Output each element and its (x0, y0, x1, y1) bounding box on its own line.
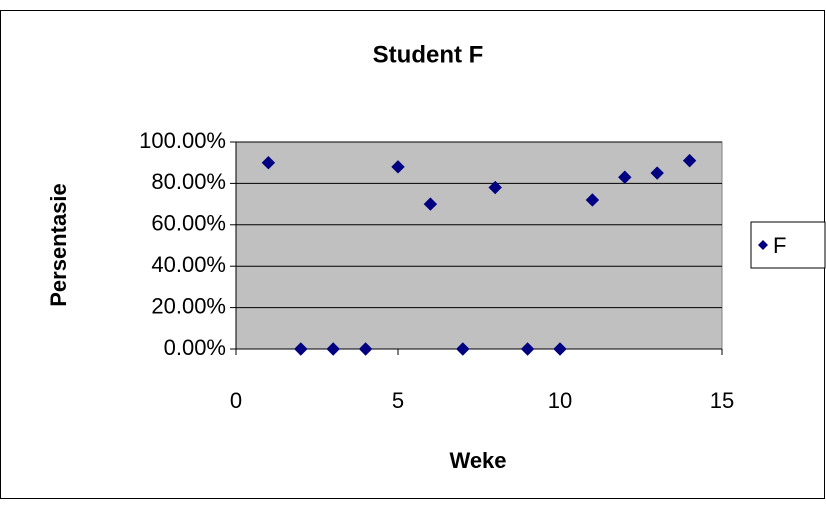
point (423, 197, 438, 211)
y-tick-label: 40.00% (151, 252, 226, 277)
point (326, 342, 340, 356)
legend-marker (758, 240, 768, 250)
x-axis-label: Weke (449, 448, 506, 473)
x-tick-label: 5 (392, 388, 404, 413)
x-tick-label: 15 (710, 388, 734, 413)
point (456, 342, 470, 356)
chart-title: Student F (373, 41, 484, 68)
y-tick-label: 80.00% (151, 169, 226, 194)
point (261, 155, 276, 170)
legend-label: F (773, 233, 786, 258)
plot-area (235, 141, 723, 350)
y-tick-label: 0.00% (164, 335, 226, 360)
y-tick-label: 100.00% (139, 128, 226, 153)
point (294, 342, 308, 356)
point (520, 342, 535, 356)
point (682, 153, 697, 168)
point (585, 193, 600, 207)
point (488, 180, 502, 195)
point (391, 160, 405, 174)
y-tick-label: 60.00% (151, 211, 226, 236)
point (650, 166, 664, 180)
point (618, 170, 632, 184)
point (358, 342, 373, 356)
point (553, 342, 567, 356)
y-axis-label: Persentasie (46, 183, 71, 307)
x-tick-label: 10 (548, 388, 572, 413)
x-tick-label: 0 (230, 388, 242, 413)
y-tick-label: 20.00% (151, 293, 226, 318)
